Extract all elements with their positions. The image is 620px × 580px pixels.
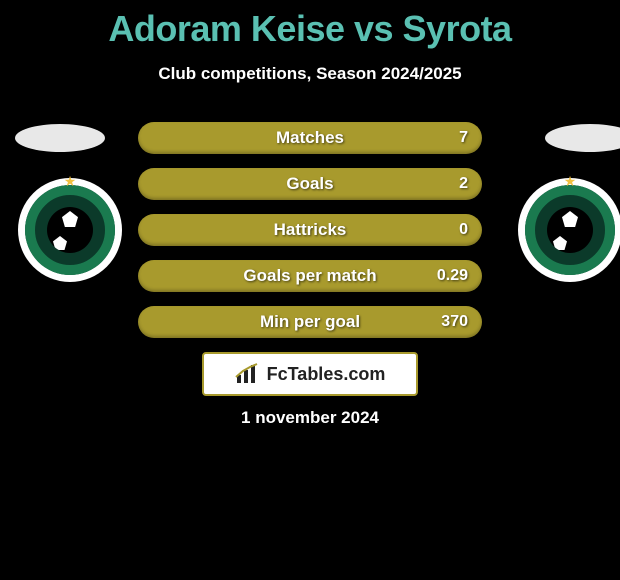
stat-label: Hattricks bbox=[274, 220, 347, 240]
club-badge-right: ★ bbox=[518, 178, 620, 282]
stat-value: 7 bbox=[459, 129, 468, 147]
stat-row: Matches 7 bbox=[138, 122, 482, 154]
stat-row: Min per goal 370 bbox=[138, 306, 482, 338]
stat-row: Goals per match 0.29 bbox=[138, 260, 482, 292]
stat-row: Hattricks 0 bbox=[138, 214, 482, 246]
chart-icon bbox=[235, 363, 261, 385]
stat-label: Min per goal bbox=[260, 312, 360, 332]
source-logo: FcTables.com bbox=[202, 352, 418, 396]
stats-list: Matches 7 Goals 2 Hattricks 0 Goals per … bbox=[138, 122, 482, 352]
stat-label: Goals per match bbox=[243, 266, 376, 286]
club-badge-left: ★ bbox=[18, 178, 122, 282]
stat-row: Goals 2 bbox=[138, 168, 482, 200]
stat-label: Goals bbox=[286, 174, 333, 194]
date-label: 1 november 2024 bbox=[0, 408, 620, 428]
stat-label: Matches bbox=[276, 128, 344, 148]
stat-value: 0 bbox=[459, 221, 468, 239]
page-title: Adoram Keise vs Syrota bbox=[0, 0, 620, 50]
stat-value: 2 bbox=[459, 175, 468, 193]
stat-value: 370 bbox=[441, 313, 468, 331]
player-silhouette-right bbox=[545, 124, 620, 152]
logo-text: FcTables.com bbox=[267, 364, 386, 385]
stat-value: 0.29 bbox=[437, 267, 468, 285]
subtitle: Club competitions, Season 2024/2025 bbox=[0, 64, 620, 84]
player-silhouette-left bbox=[15, 124, 105, 152]
